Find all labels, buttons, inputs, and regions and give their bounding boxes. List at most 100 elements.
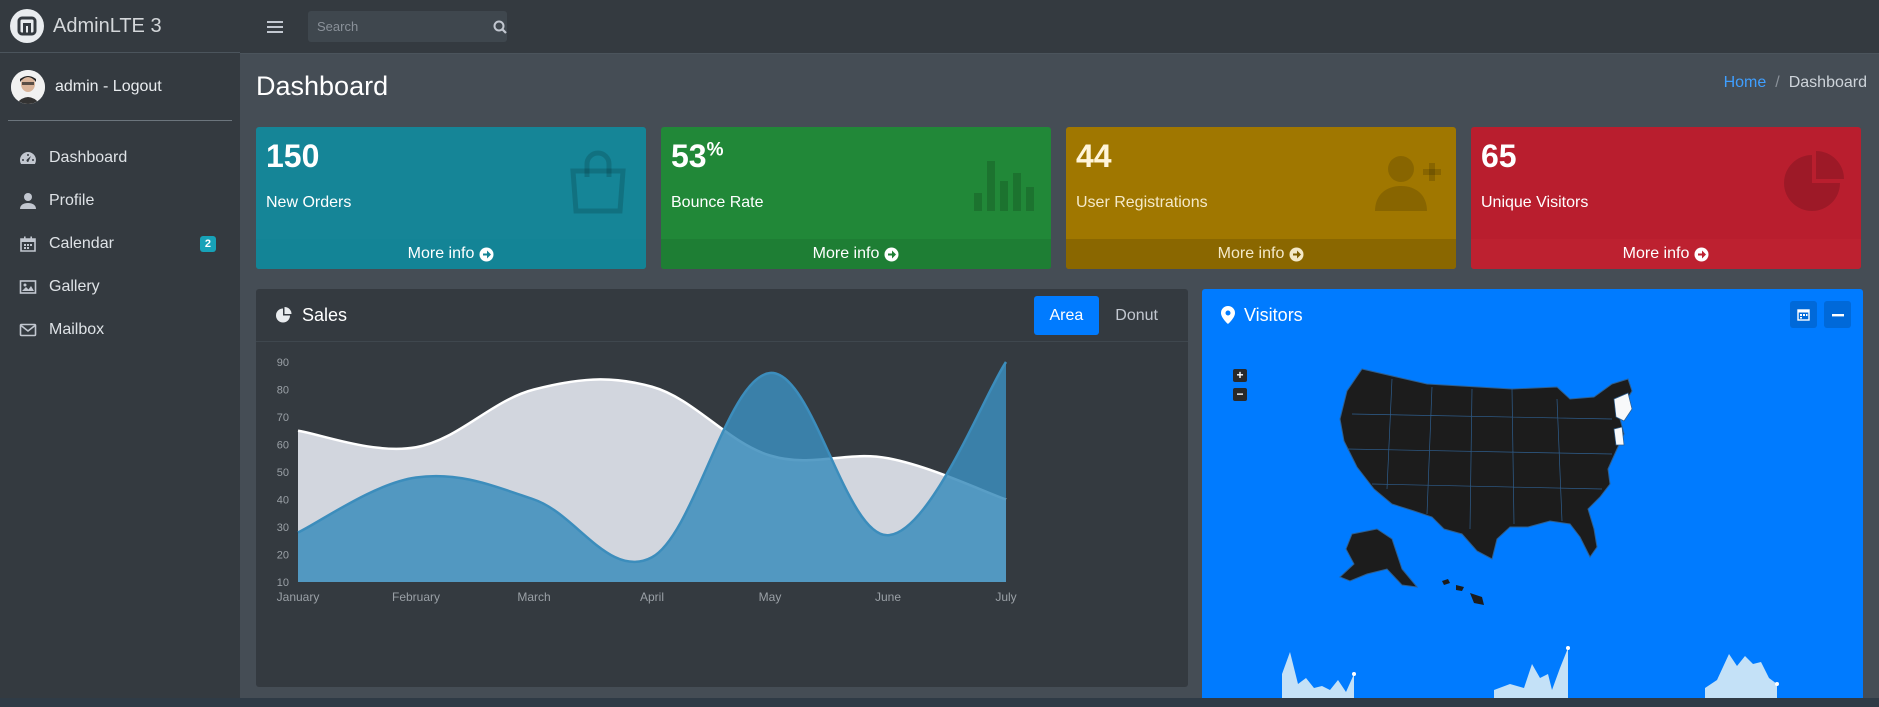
top-navbar [240,0,1879,54]
user-panel: admin - Logout [8,53,232,121]
more-info-link[interactable]: More info [661,239,1051,269]
visitors-card-tools [1790,301,1851,328]
series-area-1 [298,362,1006,582]
box-value: 53% [671,138,724,174]
search-form [308,11,507,42]
visitors-card: Visitors + − [1202,289,1863,698]
sidebar-item-label: Gallery [49,277,100,295]
sidebar-item-label: Profile [49,191,95,209]
tab-area[interactable]: Area [1033,296,1100,335]
image-icon [19,279,37,294]
sales-card-header: Sales Area Donut [256,289,1188,342]
y-tick-label: 40 [277,495,289,507]
breadcrumb-current: Dashboard [1788,74,1867,91]
more-info-link[interactable]: More info [1471,239,1861,269]
sales-sparkline [1705,654,1779,698]
x-tick-label: April [640,590,664,604]
calendar-icon [20,236,36,252]
search-icon [493,20,507,34]
bar-chart-icon [968,147,1038,217]
sales-area-chart: 10 20 30 40 50 60 70 80 90 January February March Ap… [277,357,1017,604]
usa-map[interactable] [1332,359,1672,609]
main-sidebar: AdminLTE 3 admin - Logout Dashboard Prof… [0,0,240,698]
x-tick-label: July [995,590,1016,604]
x-tick-label: January [277,590,320,604]
shopping-bag-icon [563,147,633,217]
brand-logo-icon [10,9,44,43]
unique-visitors-box: 65 Unique Visitors More info [1471,127,1861,269]
box-value: 44 [1076,138,1112,174]
calendar-badge: 2 [199,235,216,252]
bounce-rate-box: 53% Bounce Rate More info [661,127,1051,269]
breadcrumb: Home / Dashboard [1724,74,1867,92]
box-value: 150 [266,138,320,174]
y-tick-label: 10 [277,577,289,589]
collapse-button[interactable] [1824,301,1851,328]
box-label: Bounce Rate [671,194,764,211]
series-line-1 [297,361,1008,564]
box-label: New Orders [266,194,352,211]
series-line-0 [297,378,1007,501]
y-tick-label: 60 [277,440,289,452]
calendar-icon [1797,309,1810,321]
online-sparkline [1494,646,1570,698]
map-zoom-out-button[interactable]: − [1233,388,1247,401]
sidebar-item-dashboard[interactable]: Dashboard [0,136,240,179]
arrow-circle-right-icon [1694,247,1709,262]
visitors-sparkline [1282,652,1356,698]
arrow-circle-right-icon [479,247,494,262]
avatar[interactable] [11,69,45,104]
y-tick-label: 20 [277,550,289,562]
bottom-strip [0,698,1879,707]
sales-tabs: Area Donut [1033,296,1175,335]
menu-toggle-button[interactable] [260,12,290,42]
user-icon [20,192,36,209]
arrow-circle-right-icon [1289,247,1304,262]
map-marker-icon [1221,306,1235,324]
sidebar-item-label: Dashboard [49,148,128,166]
more-info-link[interactable]: More info [256,239,646,269]
breadcrumb-separator: / [1775,74,1780,91]
sidebar-item-calendar[interactable]: Calendar 2 [0,222,240,265]
search-button[interactable] [493,11,507,42]
x-tick-label: June [875,590,901,604]
minus-icon [1831,313,1844,316]
tab-donut[interactable]: Donut [1115,306,1158,324]
box-label: User Registrations [1076,194,1208,211]
envelope-icon [19,323,37,336]
content-wrapper: Dashboard Home / Dashboard 150 New Orders … [240,55,1879,698]
map-zoom-in-button[interactable]: + [1233,369,1247,382]
more-info-link[interactable]: More info [1066,239,1456,269]
sales-card: Sales Area Donut 10 20 30 40 50 60 70 80 90 Janua… [256,289,1188,687]
brand-link[interactable]: AdminLTE 3 [0,0,240,53]
pie-chart-icon [1778,147,1848,217]
sidebar-nav: Dashboard Profile Calendar 2 Gallery Mai… [0,136,240,351]
y-tick-label: 80 [277,385,289,397]
y-tick-label: 50 [277,467,289,479]
new-orders-box: 150 New Orders More info [256,127,646,269]
x-tick-label: February [392,590,440,604]
user-registrations-box: 44 User Registrations More info [1066,127,1456,269]
arrow-circle-right-icon [884,247,899,262]
search-input[interactable] [308,11,493,42]
sidebar-item-mailbox[interactable]: Mailbox [0,308,240,351]
date-range-button[interactable] [1790,301,1817,328]
box-label: Unique Visitors [1481,194,1589,211]
sidebar-item-label: Calendar [49,234,114,252]
sidebar-item-profile[interactable]: Profile [0,179,240,222]
logout-link[interactable]: admin - Logout [55,77,162,95]
breadcrumb-home-link[interactable]: Home [1723,74,1767,91]
box-value: 65 [1481,138,1517,174]
sales-card-title: Sales [302,304,348,325]
x-tick-label: May [759,590,782,604]
visitors-card-header: Visitors [1202,289,1863,341]
x-tick-label: March [517,590,550,604]
visitors-card-title: Visitors [1244,304,1303,325]
brand-name: AdminLTE 3 [53,14,162,37]
y-tick-label: 30 [277,522,289,534]
sidebar-item-gallery[interactable]: Gallery [0,265,240,308]
user-plus-icon [1373,147,1443,217]
y-tick-label: 90 [277,357,289,369]
pie-chart-icon [276,307,292,323]
y-tick-label: 70 [277,412,289,424]
